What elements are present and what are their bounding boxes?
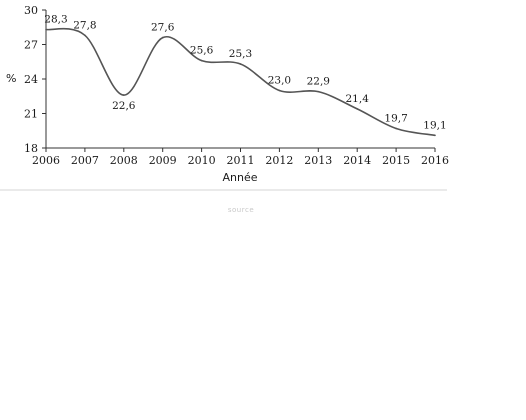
data-label: 22,6 xyxy=(112,100,136,112)
y-tick-label: 27 xyxy=(24,39,38,52)
x-tick-label: 2014 xyxy=(343,154,371,167)
data-label: 25,6 xyxy=(190,45,214,57)
x-tick-label: 2016 xyxy=(421,154,449,167)
y-tick-label: 18 xyxy=(24,142,38,155)
x-tick-label: 2011 xyxy=(227,154,255,167)
data-label: 27,8 xyxy=(73,19,96,31)
axes xyxy=(45,10,435,149)
data-label: 23,0 xyxy=(268,75,291,87)
faint-source-text: source xyxy=(228,206,254,214)
x-tick-label: 2008 xyxy=(110,154,138,167)
data-label: 27,6 xyxy=(151,22,175,34)
x-axis-title: Année xyxy=(222,171,257,184)
data-point xyxy=(84,34,86,37)
data-point xyxy=(434,134,436,137)
x-tick-label: 2009 xyxy=(149,154,177,167)
y-tick-label: 30 xyxy=(24,4,38,17)
data-point xyxy=(278,89,281,92)
data-point xyxy=(356,108,359,110)
data-point xyxy=(45,28,47,31)
series-line xyxy=(45,27,436,137)
data-point xyxy=(317,90,320,93)
x-tick-label: 2010 xyxy=(188,154,216,167)
x-tick-label: 2007 xyxy=(71,154,99,167)
data-label: 19,1 xyxy=(423,119,446,131)
data-point xyxy=(161,36,164,39)
series-line-group xyxy=(45,27,436,137)
data-point xyxy=(239,63,242,65)
data-point xyxy=(123,94,125,96)
y-axis-title: % xyxy=(6,72,16,85)
y-tick-label: 21 xyxy=(24,108,38,121)
data-point xyxy=(395,127,397,130)
x-tick-label: 2013 xyxy=(304,154,332,167)
y-tick-label: 24 xyxy=(24,73,38,86)
data-label: 28,3 xyxy=(44,14,67,26)
ticks: 18 21 24 27 30 2006 2007 2008 2009 2010 2011 2012 20… xyxy=(24,4,449,167)
data-label: 25,3 xyxy=(229,48,252,60)
data-label: 22,9 xyxy=(307,76,330,88)
x-tick-label: 2015 xyxy=(382,154,410,167)
x-tick-label: 2012 xyxy=(265,154,293,167)
data-point xyxy=(200,59,203,62)
data-label: 21,4 xyxy=(346,93,370,105)
data-label: 19,7 xyxy=(384,112,407,124)
data-labels: 28,3 27,8 22,6 27,6 25,6 25,3 23,0 22,9 21,4 19,7… xyxy=(44,14,446,132)
x-tick-label: 2006 xyxy=(32,154,60,167)
